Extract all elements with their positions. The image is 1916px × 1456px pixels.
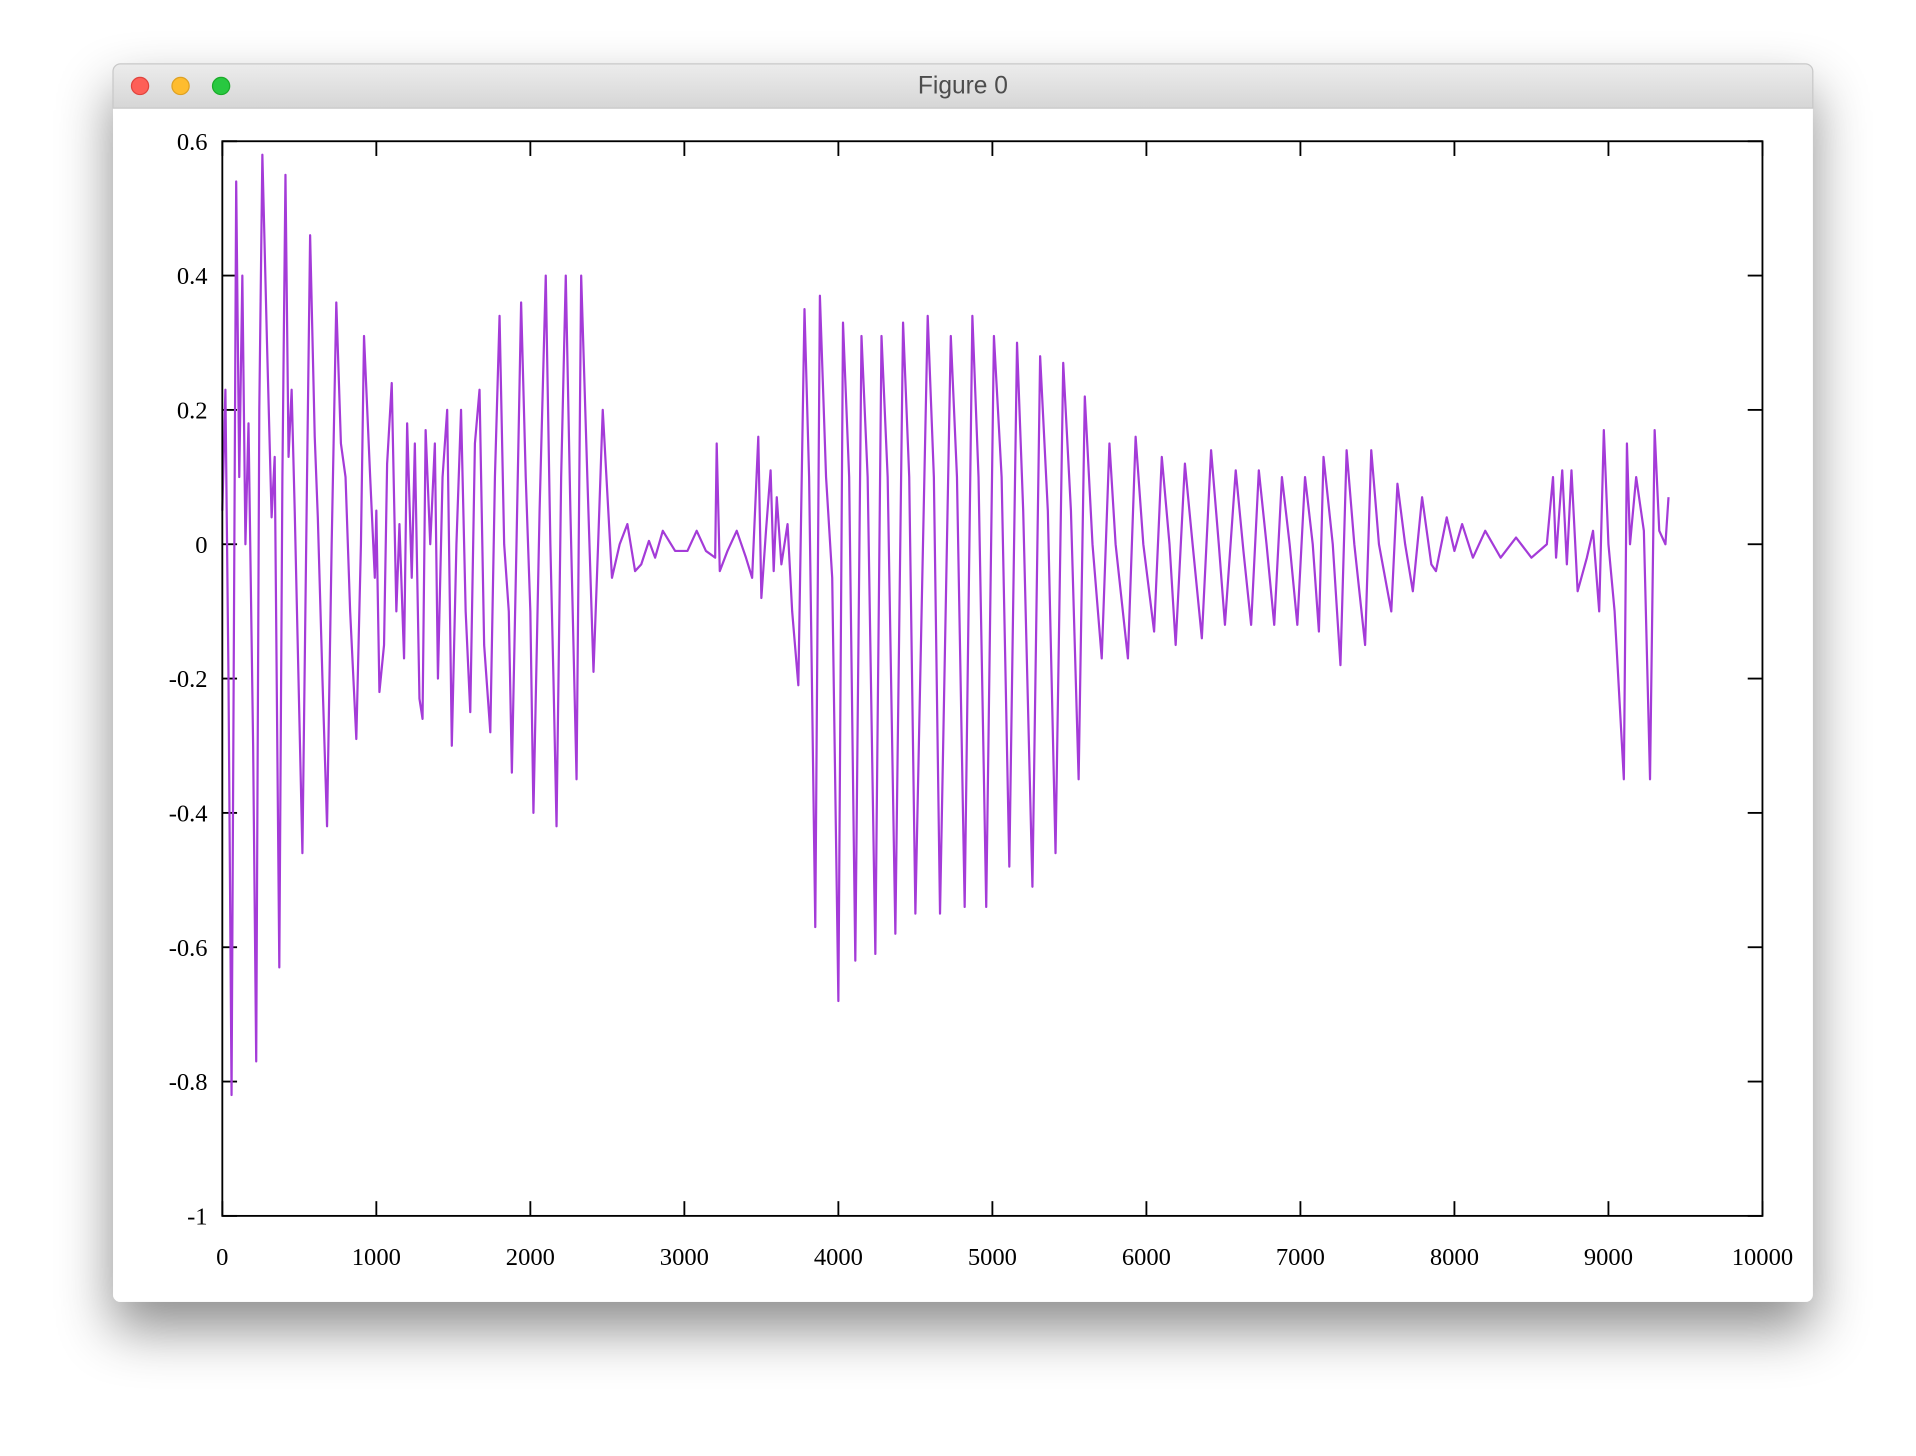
y-tick-label: 0.6 (177, 129, 208, 156)
title-bar (112, 63, 1814, 109)
y-tick-label: -1 (187, 1203, 207, 1230)
data-line (221, 153, 1670, 1097)
x-tick-label: 0 (216, 1244, 228, 1271)
plot-frame (221, 140, 1764, 1217)
x-tick-label: 3000 (660, 1244, 709, 1271)
x-tick-label: 1000 (352, 1244, 401, 1271)
x-tick-label: 9000 (1584, 1244, 1633, 1271)
x-tick-label: 6000 (1122, 1244, 1171, 1271)
y-tick-label: -0.4 (169, 800, 208, 827)
x-tick-label: 5000 (968, 1244, 1017, 1271)
x-tick-label: 8000 (1430, 1244, 1479, 1271)
minimize-button[interactable] (171, 76, 190, 96)
y-tick-label: -0.6 (169, 935, 208, 962)
y-tick-label: 0.2 (177, 398, 208, 425)
window-title: Figure 0 (918, 73, 1008, 100)
zoom-button[interactable] (211, 76, 231, 96)
y-tick-label: 0.4 (177, 263, 208, 290)
y-tick-label: -0.2 (169, 666, 208, 693)
x-tick-label: 7000 (1276, 1244, 1325, 1271)
y-tick-label: -0.8 (169, 1069, 208, 1096)
y-tick-label: 0 (195, 532, 207, 559)
plot: 0 1000 2000 3000 4000 5000 6000 7000 8000 9000 100… (169, 129, 1793, 1271)
window (113, 63, 1813, 1302)
x-tick-label: 4000 (814, 1244, 863, 1271)
x-tick-label: 2000 (506, 1244, 555, 1271)
x-tick-label: 10000 (1732, 1244, 1793, 1271)
close-button[interactable] (130, 76, 150, 96)
